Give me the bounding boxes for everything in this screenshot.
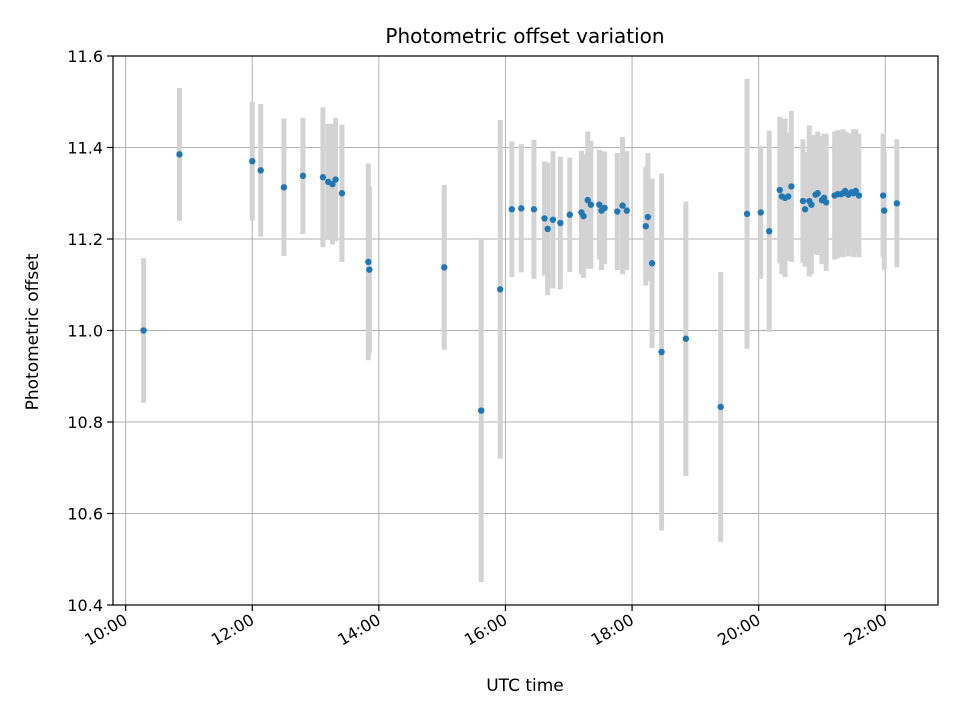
data-point <box>477 407 485 414</box>
data-points <box>140 151 901 414</box>
data-point <box>587 201 595 208</box>
data-point <box>257 167 264 174</box>
data-point <box>623 207 630 214</box>
data-point <box>566 211 574 218</box>
data-point <box>717 403 724 411</box>
data-point <box>642 222 649 230</box>
data-point <box>541 215 548 222</box>
data-point <box>319 174 327 181</box>
data-point <box>614 208 621 215</box>
data-point <box>879 192 887 199</box>
data-point <box>893 200 901 207</box>
chart-title: Photometric offset variation <box>385 24 664 48</box>
y-tick-label: 11.6 <box>67 47 103 66</box>
data-point <box>855 192 863 199</box>
data-point <box>365 258 372 266</box>
data-point <box>644 213 652 221</box>
data-point <box>788 183 795 190</box>
data-point <box>619 202 626 209</box>
data-point <box>743 210 751 218</box>
data-point <box>801 206 809 213</box>
data-point <box>776 186 783 194</box>
y-axis-label: Photometric offset <box>23 253 43 410</box>
data-point <box>530 206 538 213</box>
data-point <box>757 209 764 216</box>
data-point <box>766 228 773 235</box>
data-point <box>784 193 792 200</box>
y-tick-label: 11.0 <box>67 322 103 341</box>
data-point <box>338 190 346 197</box>
data-point <box>648 260 656 267</box>
data-point <box>822 199 830 206</box>
data-point <box>441 264 448 271</box>
data-point <box>518 205 525 212</box>
data-point <box>852 187 859 195</box>
data-point <box>280 184 288 191</box>
data-point <box>329 180 336 188</box>
data-point <box>332 176 339 183</box>
x-axis-label: UTC time <box>486 676 564 696</box>
data-point <box>682 335 690 342</box>
data-point <box>496 286 504 293</box>
data-point <box>601 204 608 212</box>
data-point <box>658 348 665 356</box>
y-tick-label: 11.2 <box>67 230 103 249</box>
y-axis-ticks: 10.4 10.6 10.8 11.0 11.2 11.4 11.6 <box>67 47 113 615</box>
data-point <box>880 207 888 214</box>
data-point <box>366 266 373 273</box>
y-tick-label: 10.6 <box>67 505 103 524</box>
data-point <box>140 327 147 334</box>
y-tick-label: 10.4 <box>67 596 103 615</box>
y-tick-label: 11.4 <box>67 139 103 158</box>
data-point <box>799 197 807 205</box>
data-point <box>814 190 821 197</box>
data-point <box>580 212 587 220</box>
data-point <box>544 225 551 233</box>
data-point <box>557 219 564 227</box>
data-point <box>299 172 307 180</box>
data-point <box>549 216 557 223</box>
y-tick-label: 10.8 <box>67 413 103 432</box>
data-point <box>808 201 815 208</box>
data-point <box>596 201 603 208</box>
data-point <box>249 158 256 165</box>
data-point <box>176 151 183 158</box>
data-point <box>508 206 515 213</box>
data-point <box>584 196 591 204</box>
